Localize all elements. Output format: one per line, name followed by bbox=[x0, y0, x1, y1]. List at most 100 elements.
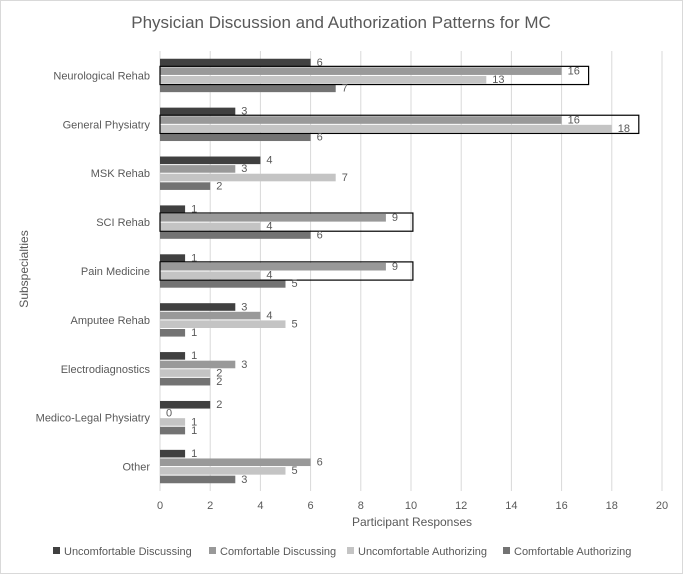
bar bbox=[160, 303, 236, 311]
bar bbox=[160, 280, 286, 288]
data-label: 3 bbox=[241, 106, 247, 118]
data-label: 5 bbox=[292, 318, 298, 330]
category-label: SCI Rehab bbox=[96, 217, 150, 229]
bar bbox=[160, 116, 562, 124]
data-label: 4 bbox=[266, 155, 272, 167]
data-label: 2 bbox=[216, 180, 222, 192]
x-tick-label: 4 bbox=[257, 500, 263, 512]
bar bbox=[160, 418, 186, 426]
x-tick-label: 10 bbox=[405, 500, 417, 512]
category-label: Medico-Legal Physiatry bbox=[36, 413, 151, 425]
x-tick-label: 8 bbox=[358, 500, 364, 512]
category-label: General Physiatry bbox=[63, 119, 151, 131]
category-label: Amputee Rehab bbox=[71, 315, 151, 327]
bar bbox=[160, 231, 311, 239]
data-label: 9 bbox=[392, 212, 398, 224]
bar bbox=[160, 475, 236, 484]
bar bbox=[160, 369, 211, 377]
bar bbox=[160, 320, 286, 328]
highlight-boxes bbox=[159, 65, 640, 281]
category-labels: Neurological Rehab General Physiatry MSK R… bbox=[36, 70, 151, 473]
data-label: 1 bbox=[191, 350, 197, 362]
data-label: 1 bbox=[191, 204, 197, 216]
x-tick-label: 2 bbox=[207, 500, 213, 512]
data-label: 5 bbox=[292, 278, 298, 290]
bar bbox=[160, 58, 311, 67]
x-axis-label: Participant Responses bbox=[352, 515, 472, 529]
bar bbox=[160, 222, 261, 231]
bar bbox=[160, 156, 261, 165]
legend-label: Uncomfortable Discussing bbox=[64, 546, 192, 558]
data-label: 13 bbox=[492, 74, 504, 86]
data-label: 3 bbox=[241, 359, 247, 371]
x-tick-label: 20 bbox=[656, 500, 668, 512]
legend-label: Comfortable Authorizing bbox=[514, 546, 631, 558]
data-label: 3 bbox=[241, 301, 247, 313]
bar bbox=[160, 214, 386, 222]
data-label: 1 bbox=[191, 416, 197, 428]
y-axis-label: Subspecialties bbox=[17, 230, 31, 307]
legend: Uncomfortable Discussing Comfortable Disc… bbox=[53, 546, 631, 558]
bar bbox=[160, 328, 186, 337]
bar bbox=[160, 400, 211, 409]
x-tick-label: 14 bbox=[505, 500, 517, 512]
legend-label: Comfortable Discussing bbox=[220, 546, 336, 558]
bar bbox=[160, 360, 236, 369]
bar bbox=[160, 352, 186, 360]
legend-swatch bbox=[53, 547, 60, 554]
data-label: 1 bbox=[191, 327, 197, 339]
legend-label: Uncomfortable Authorizing bbox=[358, 546, 487, 558]
bar bbox=[160, 311, 261, 320]
x-tick-label: 16 bbox=[555, 500, 567, 512]
data-label: 18 bbox=[618, 123, 630, 135]
bars bbox=[160, 58, 612, 484]
data-label: 6 bbox=[317, 229, 323, 241]
data-label: 5 bbox=[292, 465, 298, 477]
bar bbox=[160, 67, 562, 75]
data-label: 4 bbox=[266, 310, 272, 322]
highlight-box bbox=[159, 212, 414, 232]
chart-title: Physician Discussion and Authorization P… bbox=[131, 13, 551, 32]
data-label: 4 bbox=[266, 270, 272, 282]
x-tick-label: 12 bbox=[455, 500, 467, 512]
legend-swatch bbox=[347, 547, 354, 554]
highlight-box bbox=[159, 65, 590, 86]
data-label: 16 bbox=[568, 65, 580, 77]
data-label: 6 bbox=[317, 57, 323, 69]
data-label: 6 bbox=[317, 132, 323, 144]
data-label: 7 bbox=[342, 172, 348, 184]
data-label: 7 bbox=[342, 83, 348, 95]
bar bbox=[160, 124, 612, 133]
bar bbox=[160, 173, 336, 182]
bar bbox=[160, 449, 186, 458]
category-label: Electrodiagnostics bbox=[61, 364, 151, 376]
bar bbox=[160, 458, 311, 467]
legend-swatch bbox=[503, 547, 510, 554]
data-label: 6 bbox=[317, 457, 323, 469]
bar bbox=[160, 165, 236, 173]
category-label: Pain Medicine bbox=[81, 266, 150, 278]
data-label: 2 bbox=[216, 367, 222, 379]
data-label: 3 bbox=[241, 474, 247, 486]
highlight-box bbox=[159, 114, 640, 135]
bar bbox=[160, 254, 186, 262]
data-label: 1 bbox=[191, 448, 197, 460]
legend-swatch bbox=[209, 547, 216, 554]
bar bbox=[160, 133, 311, 142]
category-label: Neurological Rehab bbox=[53, 70, 150, 82]
data-label: 4 bbox=[266, 221, 272, 233]
bar bbox=[160, 84, 336, 93]
category-label: Other bbox=[122, 462, 150, 474]
x-tick-label: 6 bbox=[308, 500, 314, 512]
data-label: 2 bbox=[216, 376, 222, 388]
x-tick-label: 18 bbox=[606, 500, 618, 512]
data-label: 16 bbox=[568, 114, 580, 126]
highlight-box bbox=[159, 261, 414, 281]
data-label: 1 bbox=[191, 425, 197, 437]
gridlines bbox=[159, 51, 663, 491]
category-label: MSK Rehab bbox=[91, 168, 150, 180]
data-label: 9 bbox=[392, 261, 398, 273]
data-label: 1 bbox=[191, 252, 197, 264]
